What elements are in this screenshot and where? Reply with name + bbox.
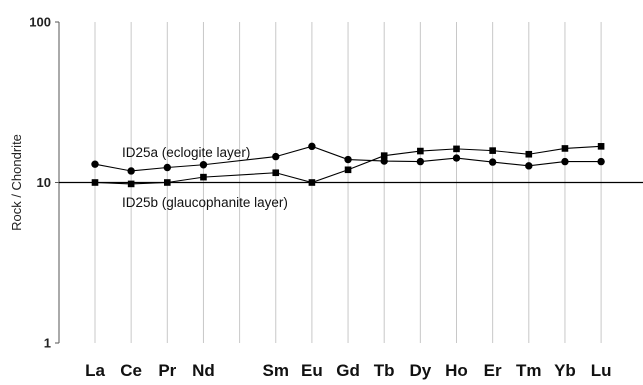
series-line-id25a-eclogite-layer	[94, 145, 602, 172]
x-tick-label-dy: Dy	[409, 361, 431, 380]
point-id25b-glaucophanite-layer-pr	[164, 179, 171, 186]
point-id25a-eclogite-layer-dy	[416, 157, 425, 166]
point-id25b-glaucophanite-layer-yb	[561, 145, 569, 152]
point-id25a-eclogite-layer-er	[488, 158, 497, 166]
point-id25a-eclogite-layer-ce	[127, 167, 135, 175]
x-tick-label-sm: Sm	[263, 361, 289, 380]
x-tick-label-ho: Ho	[445, 361, 468, 380]
series-id25a-eclogite-layer	[91, 142, 605, 175]
point-id25b-glaucophanite-layer-gd	[344, 166, 352, 174]
point-id25a-eclogite-layer-pr	[163, 163, 171, 172]
y-tick-label-1: 1	[44, 336, 51, 351]
y-axis-label: Rock / Chondrite	[9, 134, 24, 231]
x-tick-label-eu: Eu	[301, 361, 323, 380]
point-id25b-glaucophanite-layer-la	[91, 179, 99, 186]
x-tick-label-tm: Tm	[516, 361, 542, 380]
x-tick-label-yb: Yb	[554, 361, 576, 380]
x-tick-label-er: Er	[484, 361, 502, 380]
point-id25b-glaucophanite-layer-lu	[597, 143, 605, 150]
series-lines	[91, 142, 605, 188]
x-tick-labels: La Ce Pr Nd Sm Eu Gd Tb Dy Ho Er Tm Yb Lu	[85, 361, 611, 380]
annotation-glaucophanite: ID25b (glaucophanite layer)	[122, 195, 288, 210]
annotation-eclogite: ID25a (eclogite layer)	[122, 145, 250, 160]
point-id25a-eclogite-layer-tb	[380, 157, 388, 165]
x-tick-label-lu: Lu	[591, 361, 612, 380]
point-id25b-glaucophanite-layer-eu	[308, 179, 316, 186]
point-id25a-eclogite-layer-gd	[344, 155, 352, 164]
point-id25b-glaucophanite-layer-er	[489, 147, 496, 154]
point-id25a-eclogite-layer-ho	[452, 154, 461, 162]
point-id25b-glaucophanite-layer-tb	[380, 152, 388, 159]
y-tick-label-10: 10	[37, 175, 51, 190]
point-id25a-eclogite-layer-eu	[308, 142, 316, 151]
x-tick-label-nd: Nd	[192, 361, 215, 380]
point-id25b-glaucophanite-layer-ho	[453, 145, 460, 153]
x-tick-label-tb: Tb	[374, 361, 395, 380]
point-id25b-glaucophanite-layer-dy	[417, 147, 424, 155]
point-id25b-glaucophanite-layer-sm	[272, 169, 280, 177]
point-id25a-eclogite-layer-sm	[272, 152, 280, 161]
series-line-id25b-glaucophanite-layer	[94, 145, 602, 185]
x-tick-label-pr: Pr	[158, 361, 176, 380]
series-id25b-glaucophanite-layer	[91, 143, 605, 188]
point-id25a-eclogite-layer-la	[91, 160, 99, 168]
x-tick-label-gd: Gd	[336, 361, 360, 380]
point-id25a-eclogite-layer-nd	[199, 161, 208, 169]
y-tick-label-100: 100	[29, 15, 51, 30]
point-id25b-glaucophanite-layer-tm	[525, 150, 533, 158]
point-id25b-glaucophanite-layer-ce	[127, 180, 135, 188]
point-id25a-eclogite-layer-tm	[525, 162, 533, 170]
x-tick-label-ce: Ce	[120, 361, 142, 380]
point-id25b-glaucophanite-layer-nd	[200, 173, 207, 181]
point-id25a-eclogite-layer-lu	[597, 157, 605, 166]
y-tick-labels: 100 10 1	[29, 15, 59, 351]
x-tick-label-la: La	[85, 361, 105, 380]
point-id25a-eclogite-layer-yb	[561, 157, 569, 166]
